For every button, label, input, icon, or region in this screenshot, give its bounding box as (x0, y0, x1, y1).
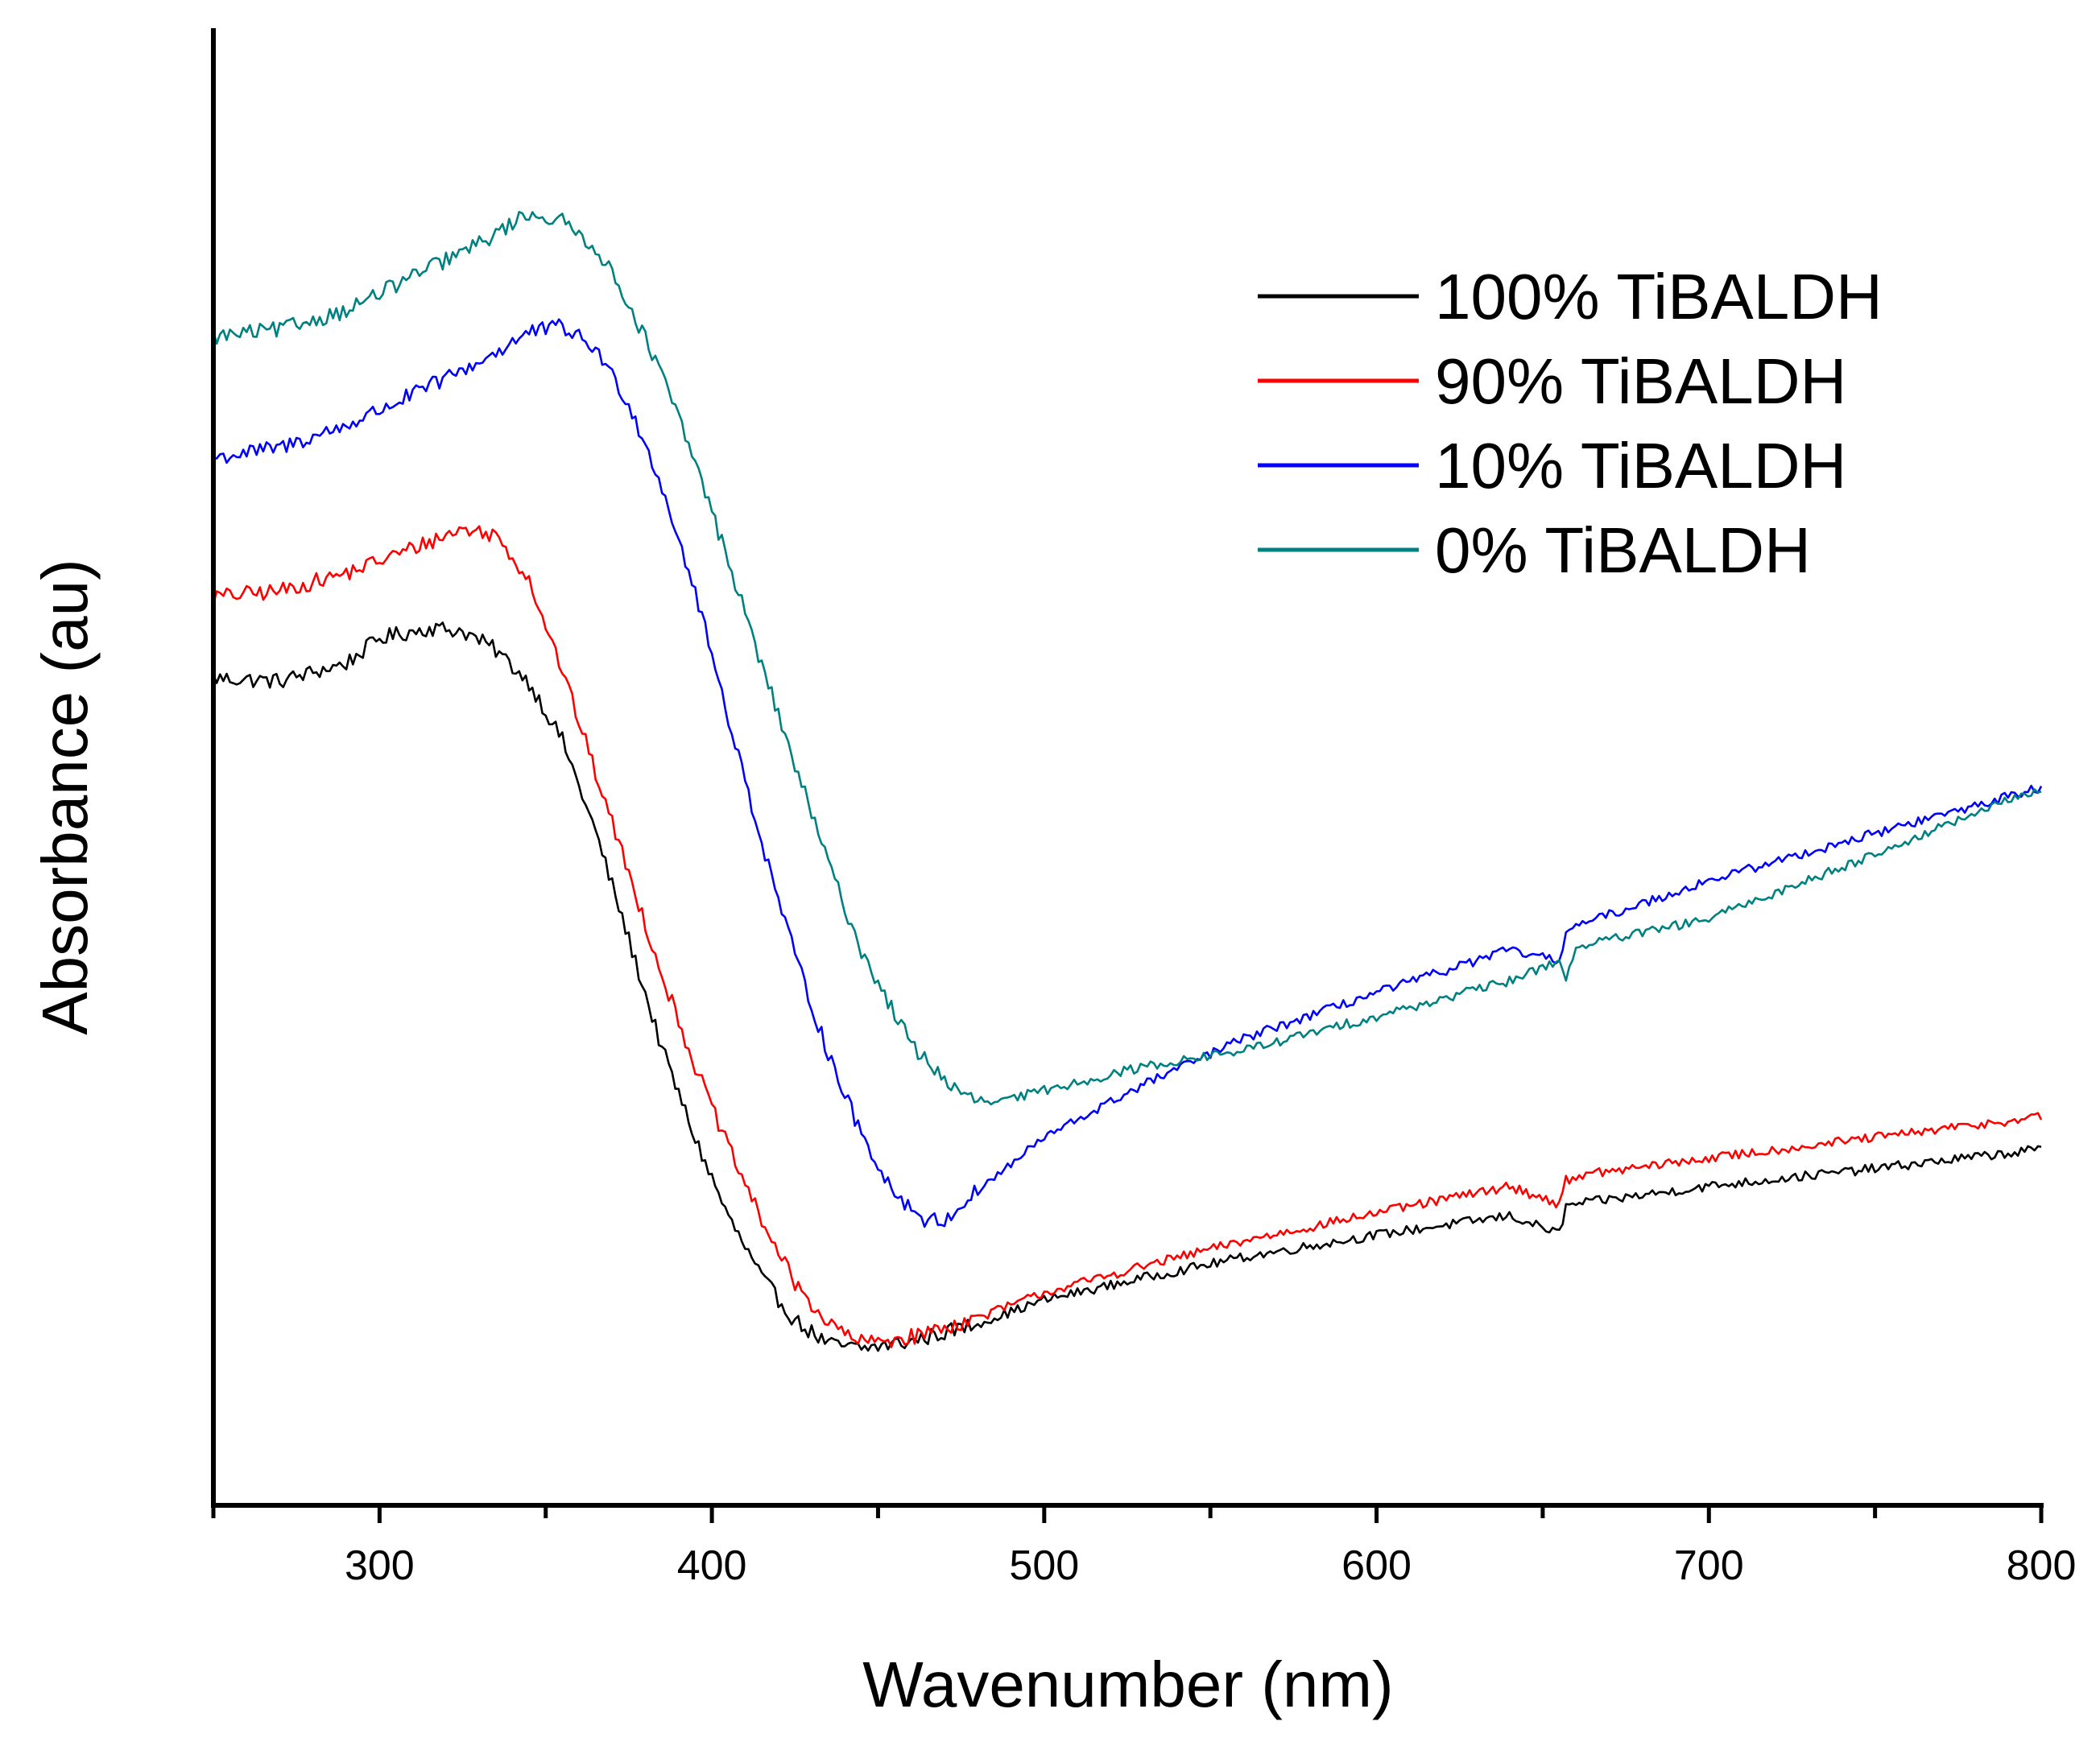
legend-label: 100% TiBALDH (1435, 261, 1883, 332)
x-tick-label: 400 (677, 1542, 747, 1589)
plot-area: 300 400 500 600 700 800 (211, 28, 2076, 1589)
legend-label: 90% TiBALDH (1435, 345, 1846, 417)
series-layer (212, 211, 2043, 1352)
x-tick-label: 300 (345, 1542, 415, 1589)
y-axis-title: Absorbance (au) (29, 559, 101, 1034)
x-tick-label: 500 (1009, 1542, 1079, 1589)
ticks-layer: 300 400 500 600 700 800 (211, 1505, 2077, 1589)
x-axis-title: Wavenumber (nm) (862, 1649, 1393, 1720)
legend-label: 0% TiBALDH (1435, 514, 1811, 586)
legend-label: 10% TiBALDH (1435, 430, 1846, 502)
series-line-90-tibaldh (212, 525, 2043, 1348)
series-line-10-tibaldh (213, 318, 2043, 1228)
legend: 100% TiBALDH 90% TiBALDH 10% TiBALDH 0% TiB… (1258, 261, 1883, 586)
series-line-100-tibaldh (212, 621, 2042, 1352)
x-tick-label: 800 (2007, 1542, 2077, 1589)
x-tick-label: 600 (1341, 1542, 1412, 1589)
x-tick-label: 700 (1674, 1542, 1744, 1589)
series-line-0-tibaldh (212, 211, 2042, 1106)
